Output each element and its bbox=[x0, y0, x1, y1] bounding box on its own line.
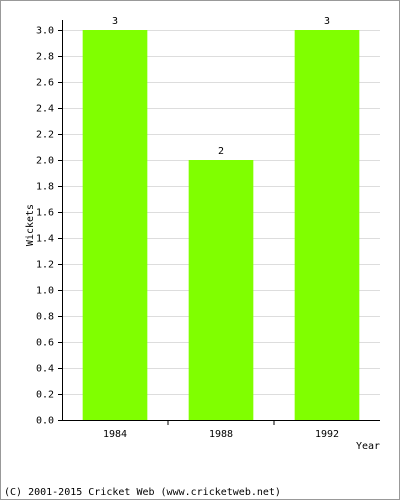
y-tick-label: 2.0 bbox=[36, 156, 54, 167]
bar bbox=[294, 30, 360, 420]
x-tick-label: 1992 bbox=[315, 429, 339, 440]
bar bbox=[188, 160, 254, 420]
value-label: 3 bbox=[112, 16, 118, 27]
y-tick-label: 0.8 bbox=[36, 312, 54, 323]
bar bbox=[82, 30, 148, 420]
x-axis-label: Year bbox=[356, 441, 380, 452]
y-tick-label: 2.6 bbox=[36, 78, 54, 89]
y-tick-label: 1.0 bbox=[36, 286, 54, 297]
y-tick-label: 2.2 bbox=[36, 130, 54, 141]
footer: (C) 2001-2015 Cricket Web (www.cricketwe… bbox=[4, 487, 281, 498]
y-axis-label: Wickets bbox=[25, 204, 36, 246]
y-tick-label: 1.4 bbox=[36, 234, 54, 245]
y-tick-label: 1.8 bbox=[36, 182, 54, 193]
y-tick-label: 0.4 bbox=[36, 364, 54, 375]
y-tick-label: 0.6 bbox=[36, 338, 54, 349]
y-tick-label: 0.0 bbox=[36, 416, 54, 427]
y-tick-label: 2.4 bbox=[36, 104, 54, 115]
y-tick-label: 1.2 bbox=[36, 260, 54, 271]
y-tick-label: 3.0 bbox=[36, 26, 54, 37]
x-tick-label: 1988 bbox=[209, 429, 233, 440]
y-tick-label: 2.8 bbox=[36, 52, 54, 63]
y-tick-label: 0.2 bbox=[36, 390, 54, 401]
value-label: 3 bbox=[324, 16, 330, 27]
y-tick-label: 1.6 bbox=[36, 208, 54, 219]
value-label: 2 bbox=[218, 146, 224, 157]
x-tick-label: 1984 bbox=[103, 429, 127, 440]
